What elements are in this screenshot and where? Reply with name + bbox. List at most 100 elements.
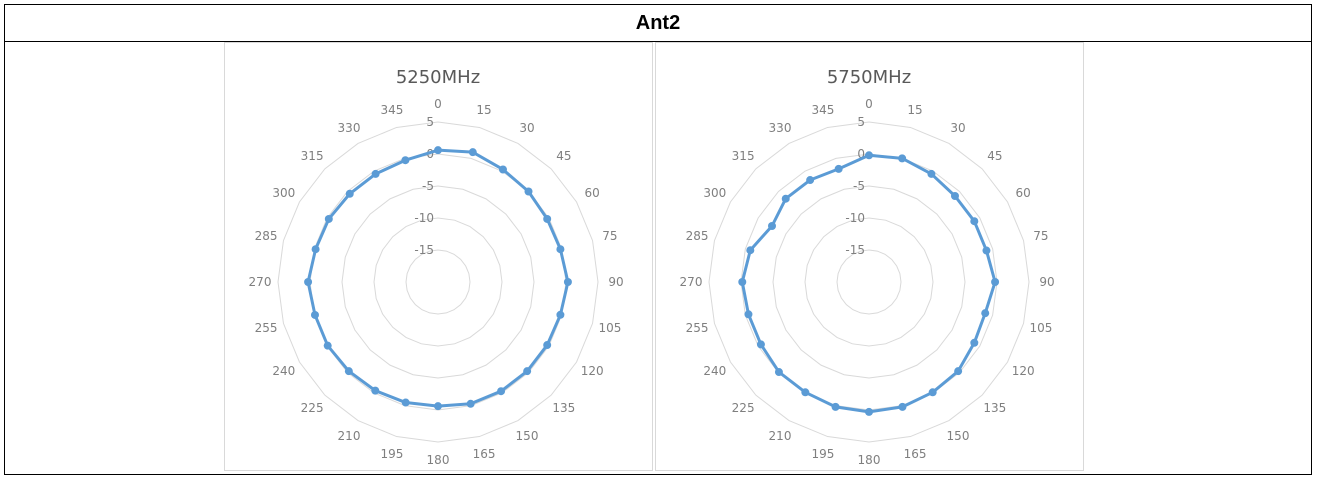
data-point bbox=[781, 194, 790, 203]
data-point bbox=[865, 151, 873, 160]
data-point bbox=[468, 148, 477, 157]
antenna-title: Ant2 bbox=[635, 11, 681, 34]
data-point bbox=[768, 222, 777, 230]
data-point bbox=[345, 189, 354, 198]
angle-tick-label: 240 bbox=[272, 364, 295, 378]
grid-ring bbox=[804, 217, 934, 347]
angle-tick-label: 195 bbox=[811, 447, 834, 461]
angle-tick-label: 315 bbox=[732, 149, 755, 163]
data-point bbox=[311, 245, 320, 254]
angle-tick-label: 75 bbox=[602, 229, 617, 243]
data-point bbox=[401, 398, 410, 407]
data-point bbox=[834, 164, 843, 173]
angle-tick-label: 300 bbox=[272, 186, 295, 200]
angle-tick-label: 120 bbox=[1012, 364, 1035, 378]
table-frame: Ant2 bbox=[4, 4, 1312, 475]
angle-tick-label: 105 bbox=[598, 321, 621, 335]
grid-ring bbox=[373, 217, 503, 347]
angle-tick-label: 30 bbox=[519, 121, 534, 135]
grid-ring bbox=[708, 121, 1030, 443]
grid-ring bbox=[836, 249, 902, 315]
data-point bbox=[323, 341, 332, 350]
chart-title: 5750MHz bbox=[827, 67, 911, 88]
radial-tick-label: -10 bbox=[845, 211, 865, 225]
data-point bbox=[954, 367, 963, 376]
angle-tick-label: 210 bbox=[338, 429, 361, 443]
data-point bbox=[927, 169, 936, 178]
radar-chart-5250mhz: 5250MHz 5 0 -5 -10 -15 0 15 30 45 60 75 90 105 120 135 1… bbox=[224, 42, 653, 471]
angle-tick-label: 180 bbox=[858, 453, 881, 467]
angle-tick-label: 165 bbox=[904, 447, 927, 461]
data-point bbox=[774, 368, 783, 377]
angle-tick-label: 285 bbox=[255, 229, 278, 243]
radial-tick-label: 5 bbox=[426, 115, 434, 129]
data-point bbox=[344, 367, 353, 376]
angle-tick-label: 300 bbox=[703, 186, 726, 200]
chart-title: 5250MHz bbox=[396, 67, 480, 88]
angle-tick-label: 135 bbox=[552, 401, 575, 415]
grid-ring bbox=[277, 121, 599, 443]
angle-tick-label: 315 bbox=[301, 149, 324, 163]
radial-tick-label: -15 bbox=[845, 243, 865, 257]
angle-tick-label: 345 bbox=[811, 103, 834, 117]
angle-tick-label: 255 bbox=[686, 321, 709, 335]
data-point bbox=[991, 278, 1000, 286]
data-point bbox=[756, 340, 765, 349]
data-point bbox=[371, 169, 380, 178]
data-point bbox=[543, 214, 552, 223]
angle-tick-label: 45 bbox=[987, 149, 1002, 163]
radial-tick-label: -5 bbox=[422, 179, 434, 193]
angle-tick-label: 330 bbox=[338, 121, 361, 135]
angle-tick-label: 210 bbox=[769, 429, 792, 443]
data-point bbox=[556, 245, 565, 254]
radar-chart-5750mhz: 5750MHz 5 0 -5 -10 -15 0 15 30 45 60 75 90 105 120 135 1… bbox=[655, 42, 1084, 471]
data-point bbox=[524, 187, 533, 196]
grid-ring bbox=[405, 249, 471, 315]
radial-tick-label: -10 bbox=[414, 211, 434, 225]
data-point bbox=[401, 156, 410, 165]
angle-tick-label: 150 bbox=[947, 429, 970, 443]
angle-tick-label: 30 bbox=[950, 121, 965, 135]
angle-tick-label: 60 bbox=[1016, 186, 1031, 200]
angle-tick-label: 180 bbox=[427, 453, 450, 467]
radial-tick-label: 0 bbox=[857, 147, 865, 161]
data-point bbox=[304, 278, 313, 286]
data-point bbox=[543, 341, 552, 350]
data-point bbox=[746, 246, 755, 255]
data-point bbox=[497, 387, 506, 396]
angle-tick-label: 270 bbox=[249, 275, 272, 289]
grid-ring bbox=[341, 185, 535, 379]
angle-tick-label: 225 bbox=[732, 401, 755, 415]
angle-tick-label: 75 bbox=[1033, 229, 1048, 243]
data-point bbox=[970, 217, 979, 226]
angle-tick-label: 255 bbox=[255, 321, 278, 335]
angle-tick-label: 15 bbox=[476, 103, 491, 117]
radial-grid bbox=[277, 121, 599, 443]
data-point bbox=[324, 214, 333, 223]
angle-tick-label: 225 bbox=[301, 401, 324, 415]
angle-tick-label: 135 bbox=[983, 401, 1006, 415]
radial-grid bbox=[708, 121, 1030, 443]
data-point bbox=[982, 246, 991, 255]
data-point bbox=[865, 407, 873, 416]
data-point bbox=[556, 310, 565, 319]
table-header: Ant2 bbox=[5, 5, 1311, 42]
angle-tick-label: 165 bbox=[473, 447, 496, 461]
radial-tick-label: 5 bbox=[857, 115, 865, 129]
radial-tick-label: -15 bbox=[414, 243, 434, 257]
data-point bbox=[434, 146, 442, 155]
data-point bbox=[801, 388, 810, 397]
data-point bbox=[928, 388, 937, 397]
angle-tick-label: 105 bbox=[1029, 321, 1052, 335]
angle-tick-label: 330 bbox=[769, 121, 792, 135]
data-point bbox=[310, 310, 319, 319]
data-point bbox=[563, 278, 572, 286]
data-point bbox=[498, 165, 507, 174]
angle-tick-label: 90 bbox=[608, 275, 623, 289]
angle-tick-label: 0 bbox=[434, 97, 442, 111]
angle-tick-label: 345 bbox=[380, 103, 403, 117]
data-point bbox=[371, 386, 380, 395]
data-point bbox=[970, 338, 979, 347]
